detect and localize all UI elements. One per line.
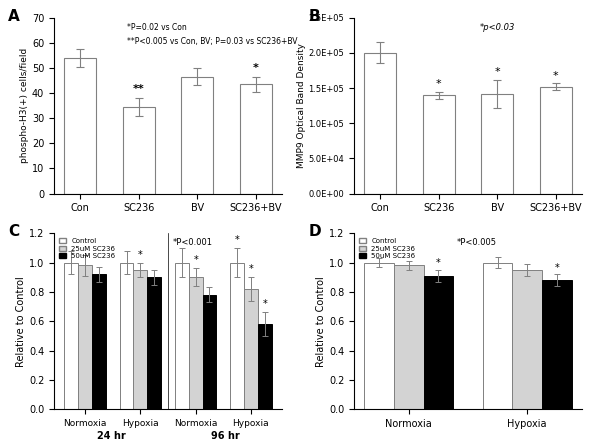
Text: *: * <box>193 256 198 265</box>
Bar <box>239 84 272 194</box>
Bar <box>364 263 394 409</box>
Bar <box>244 289 258 409</box>
Bar <box>258 324 272 409</box>
Legend: Control, 25uM SC236, 50uM SC236: Control, 25uM SC236, 50uM SC236 <box>58 237 117 260</box>
Text: *: * <box>554 263 559 273</box>
Text: *P=0.02 vs Con: *P=0.02 vs Con <box>127 23 187 32</box>
Bar <box>394 265 424 409</box>
Bar <box>175 263 189 409</box>
Text: *: * <box>436 258 441 268</box>
Bar <box>542 280 572 409</box>
Bar <box>147 277 161 409</box>
Text: *: * <box>253 63 259 73</box>
Text: *P<0.005: *P<0.005 <box>457 238 497 247</box>
Text: B: B <box>308 9 320 24</box>
Y-axis label: MMP9 Optical Band Density: MMP9 Optical Band Density <box>297 43 306 168</box>
Bar <box>483 263 512 409</box>
Text: *: * <box>494 67 500 77</box>
Text: D: D <box>308 224 321 239</box>
Text: **P<0.005 vs Con, BV; P=0.03 vs SC236+BV: **P<0.005 vs Con, BV; P=0.03 vs SC236+BV <box>127 37 298 46</box>
Text: *: * <box>553 71 559 81</box>
Bar <box>64 263 78 409</box>
Text: *: * <box>138 249 143 260</box>
Text: **: ** <box>133 84 145 94</box>
Bar <box>481 94 513 194</box>
Bar <box>64 58 97 194</box>
Bar <box>189 277 203 409</box>
Bar <box>119 263 133 409</box>
Bar <box>512 270 542 409</box>
Text: *: * <box>262 300 267 309</box>
Text: A: A <box>8 9 20 24</box>
Bar <box>539 87 572 194</box>
Text: *: * <box>248 264 253 274</box>
Text: *: * <box>235 235 239 245</box>
Bar <box>423 95 455 194</box>
Bar <box>203 295 217 409</box>
Text: C: C <box>8 224 20 239</box>
Bar <box>364 53 397 194</box>
Text: *p<0.03: *p<0.03 <box>479 23 515 32</box>
Text: 24 hr: 24 hr <box>97 431 125 440</box>
Y-axis label: Relative to Control: Relative to Control <box>16 276 26 367</box>
Bar <box>181 77 213 194</box>
Bar <box>92 274 106 409</box>
Text: *: * <box>436 79 442 89</box>
Bar <box>123 107 155 194</box>
Legend: Control, 25uM SC236, 50uM SC236: Control, 25uM SC236, 50uM SC236 <box>358 237 417 260</box>
Text: 96 hr: 96 hr <box>211 431 239 440</box>
Y-axis label: Relative to Control: Relative to Control <box>316 276 326 367</box>
Bar <box>424 276 453 409</box>
Bar <box>230 263 244 409</box>
Y-axis label: phospho-H3(+) cells/field: phospho-H3(+) cells/field <box>20 48 29 163</box>
Bar <box>78 265 92 409</box>
Text: *P<0.001: *P<0.001 <box>173 238 212 247</box>
Bar <box>133 270 147 409</box>
